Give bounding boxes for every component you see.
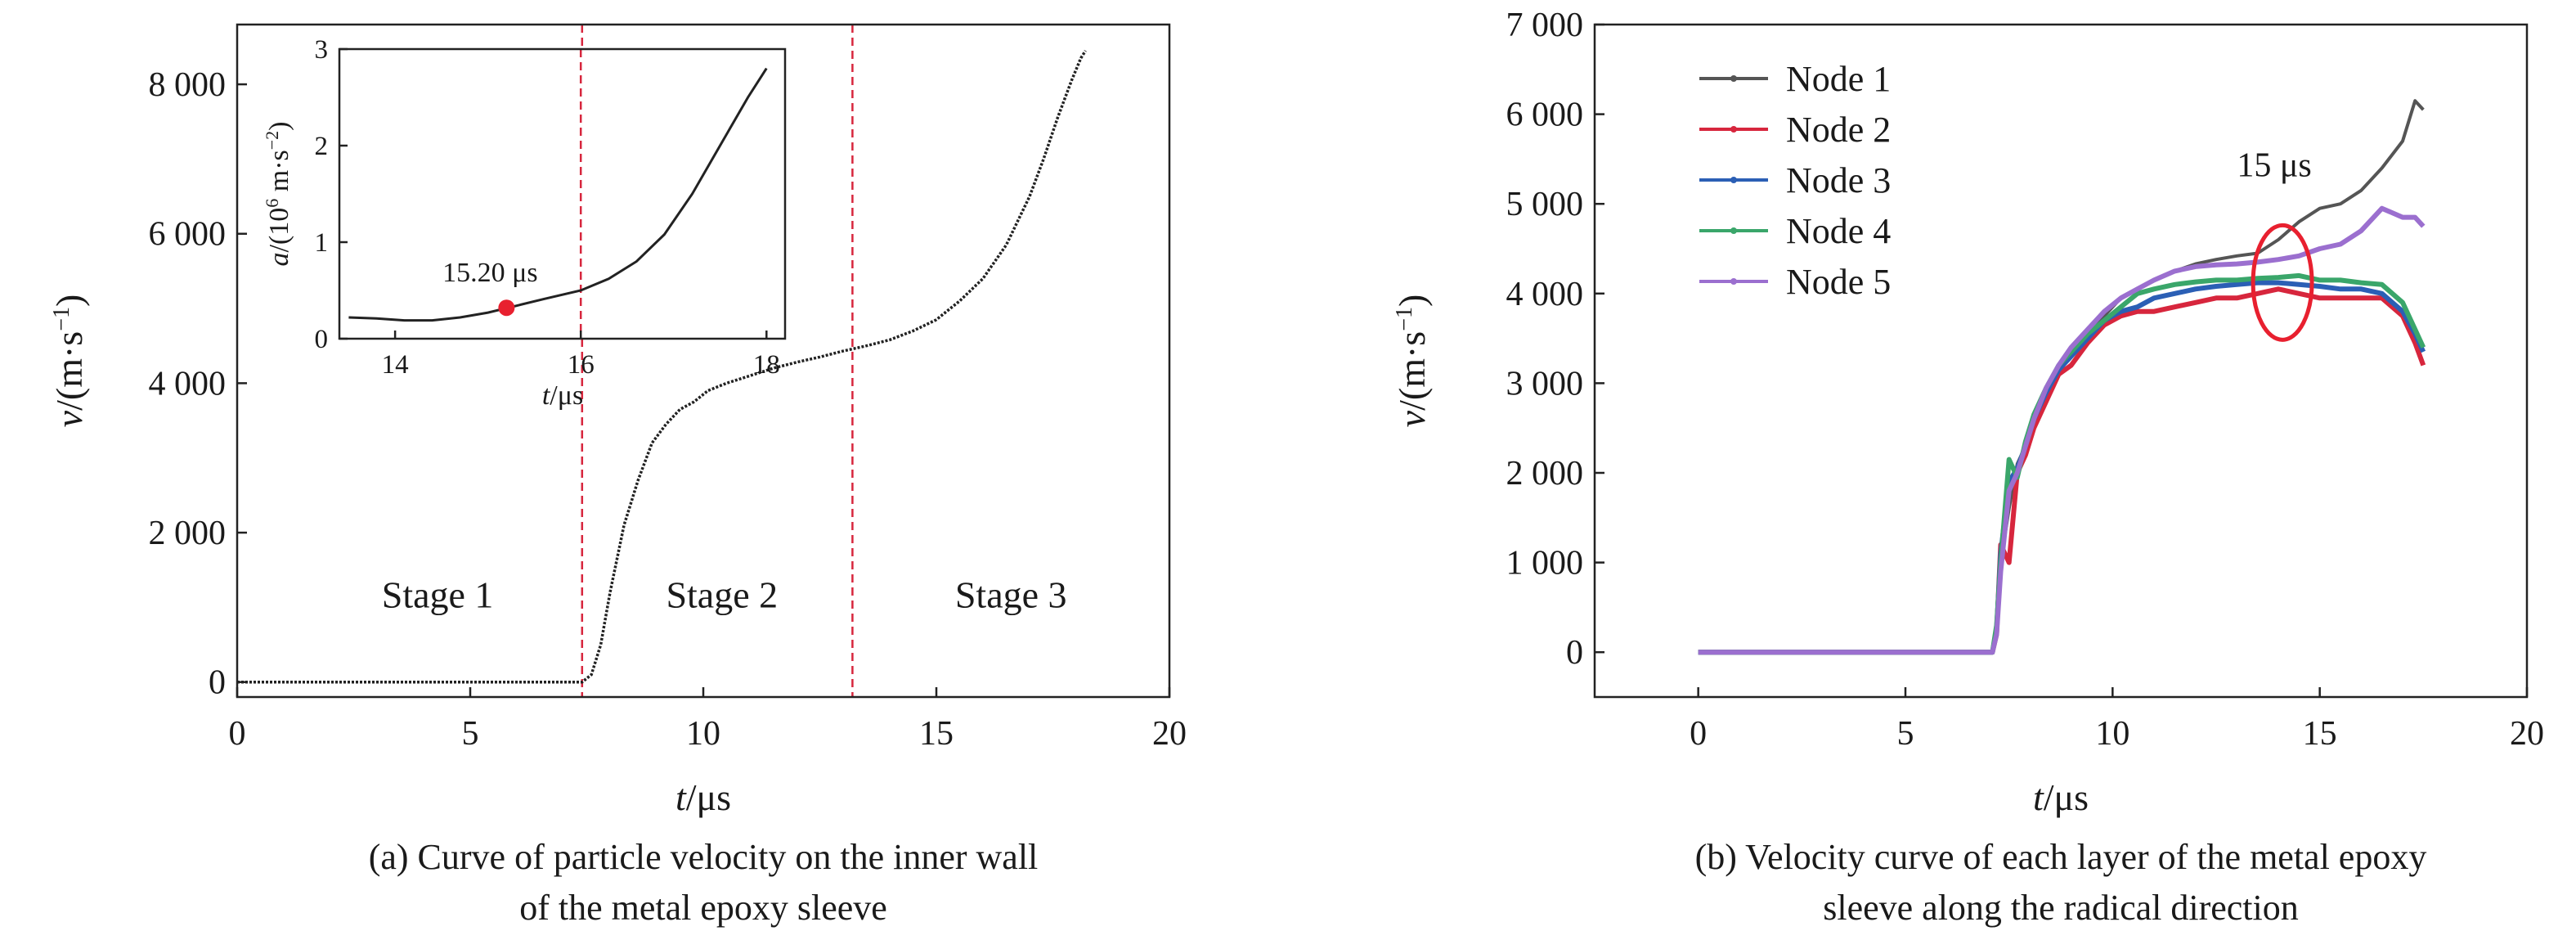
chart-a-y-ticks: 0 2 000 4 000 6 000 8 000	[149, 66, 247, 702]
chart-a-inset-marker: 15.20 μs	[442, 258, 538, 317]
inset-marker-point	[498, 299, 515, 317]
chart-b-x-tick-label: 15	[2303, 715, 2337, 753]
annotation-label: 15 μs	[2237, 146, 2311, 184]
chart-a-inset-series	[348, 67, 768, 322]
legend-label: Node 5	[1786, 262, 1891, 302]
chart-a-inset-x-label: t/μs	[542, 380, 583, 411]
annotation-ellipse	[2251, 223, 2314, 342]
chart-b-y-tick-label: 3 000	[1506, 365, 1584, 403]
chart-b: 0 5 10 15 20 0 1 000 2 000 3 000 4 000 5 000 6 000…	[1391, 7, 2544, 928]
chart-b-legend: Node 1 Node 2 Node 3 Node 4 Node 5	[1699, 59, 1891, 302]
chart-b-x-tick-label: 5	[1897, 715, 1914, 753]
chart-b-caption-line-1: (b) Velocity curve of each layer of the …	[1695, 837, 2427, 877]
chart-a-inset-y-ticks: 0 1 2 3	[315, 35, 348, 354]
chart-b-series	[1698, 99, 2426, 655]
acceleration-series-line	[348, 67, 768, 322]
chart-a-caption-line-1: (a) Curve of particle velocity on the in…	[369, 837, 1039, 877]
chart-b-y-tick-label: 6 000	[1506, 97, 1584, 134]
chart-b-y-tick-label: 4 000	[1506, 276, 1584, 313]
legend-label: Node 2	[1786, 110, 1891, 150]
chart-b-x-tick-label: 10	[2095, 715, 2129, 753]
chart-a-y-tick-label: 8 000	[149, 66, 227, 104]
chart-b-y-tick-label: 5 000	[1506, 186, 1584, 223]
chart-b-caption-line-2: sleeve along the radical direction	[1823, 888, 2299, 928]
chart-b-y-tick-label: 1 000	[1506, 545, 1584, 582]
chart-a-inset-background	[335, 47, 785, 339]
chart-a-x-ticks: 0 5 10 15 20	[229, 687, 1187, 753]
chart-b-frame	[1593, 23, 2529, 699]
chart-b-x-tick-label: 0	[1690, 715, 1707, 753]
legend-label: Node 1	[1786, 59, 1891, 99]
chart-a-caption-line-2: of the metal epoxy sleeve	[519, 888, 887, 928]
chart-a-x-label: t/μs	[675, 776, 731, 818]
chart-a-inset-x-tick-label: 16	[568, 350, 595, 380]
chart-b-x-label: t/μs	[2033, 776, 2089, 818]
chart-a-stage-labels: Stage 1 Stage 2 Stage 3	[382, 573, 1067, 615]
chart-b-x-tick-label: 20	[2510, 715, 2544, 753]
chart-b-y-ticks: 0 1 000 2 000 3 000 4 000 5 000 6 000 7 000	[1506, 7, 1604, 672]
chart-a-inset-y-tick-label: 0	[315, 325, 329, 354]
chart-b-y-label: v/(m·s−1)	[1391, 295, 1433, 428]
series-line-node-2	[1698, 286, 2426, 655]
chart-a-inset-x-ticks: 14 16 18	[382, 331, 780, 380]
chart-a-inset-x-tick-label: 14	[382, 350, 409, 380]
legend-marker	[1730, 177, 1737, 183]
stage-label: Stage 2	[666, 573, 778, 615]
chart-a-y-tick-label: 4 000	[149, 365, 227, 403]
chart-b-y-tick-label: 0	[1566, 634, 1583, 672]
inset-marker-label: 15.20 μs	[442, 258, 537, 288]
series-line-node-3	[1698, 280, 2426, 655]
legend-marker	[1730, 75, 1737, 82]
chart-a-x-tick-label: 0	[229, 715, 246, 753]
series-line-node-4	[1698, 272, 2426, 655]
series-line-node-5	[1698, 205, 2426, 655]
chart-a-y-label: v/(m·s−1)	[48, 295, 90, 428]
chart-a-x-tick-label: 15	[919, 715, 954, 753]
chart-a-y-tick-label: 0	[209, 664, 226, 702]
chart-a-inset-frame	[338, 47, 787, 340]
chart-a-inset-x-tick-label: 18	[753, 350, 780, 380]
chart-a-x-tick-label: 5	[462, 715, 479, 753]
chart-b-y-tick-label: 7 000	[1506, 7, 1584, 44]
legend-marker	[1730, 126, 1737, 133]
chart-a-inset-y-tick-label: 3	[315, 35, 329, 65]
stage-label: Stage 1	[382, 573, 494, 615]
legend-marker	[1730, 227, 1737, 234]
legend-label: Node 3	[1786, 160, 1891, 200]
chart-a-x-tick-label: 10	[686, 715, 720, 753]
chart-a-inset-y-tick-label: 2	[315, 132, 329, 161]
chart-a-inset-y-label: a/(106 m·s−2)	[262, 121, 294, 266]
chart-b-x-ticks: 0 5 10 15 20	[1690, 687, 2544, 753]
chart-a-x-tick-label: 20	[1152, 715, 1187, 753]
chart-b-y-tick-label: 2 000	[1506, 455, 1584, 492]
chart-a-inset-y-tick-label: 1	[315, 228, 329, 258]
stage-label: Stage 3	[955, 573, 1067, 615]
chart-a-inset: 14 16 18 0 1 2 3 15.20 μs t/μs a/(106 m·s−2)	[262, 35, 787, 411]
chart-a-y-tick-label: 2 000	[149, 515, 227, 552]
chart-a-y-tick-label: 6 000	[149, 216, 227, 254]
legend-marker	[1730, 278, 1737, 285]
legend-label: Node 4	[1786, 211, 1891, 251]
chart-b-annotation: 15 μs	[2237, 146, 2314, 342]
